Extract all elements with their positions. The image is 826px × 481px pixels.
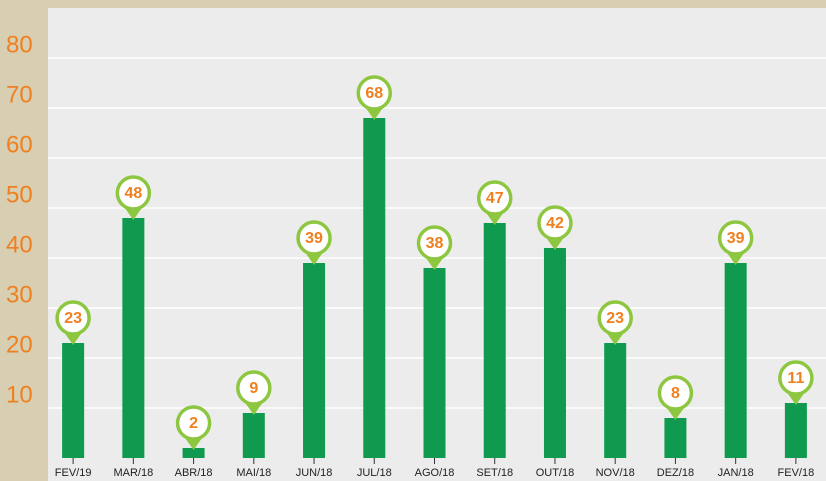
y-tick-label: 70 — [6, 81, 33, 108]
value-label: 2 — [189, 415, 198, 432]
bar — [483, 223, 506, 458]
x-tick-label: JUL/18 — [357, 467, 392, 479]
x-tick-label: OUT/18 — [536, 467, 575, 479]
value-label: 47 — [486, 190, 504, 207]
y-tick-label: 80 — [6, 31, 33, 58]
x-tick-label: ABR/18 — [175, 467, 213, 479]
marker-circle — [416, 225, 453, 261]
bar — [363, 118, 386, 458]
x-tick-label: SET/18 — [476, 467, 513, 479]
y-tick-label: 50 — [6, 181, 33, 208]
value-label: 68 — [365, 85, 383, 102]
bar — [62, 343, 85, 458]
marker-circle — [115, 175, 152, 211]
y-tick-label: 30 — [6, 281, 33, 308]
value-label: 11 — [787, 370, 804, 387]
bar — [182, 448, 205, 458]
x-tick-label: JAN/18 — [718, 467, 754, 479]
x-tick-label: MAI/18 — [236, 467, 271, 479]
marker-circle — [717, 220, 754, 256]
marker-circle — [296, 220, 332, 256]
x-tick-label: FEV/19 — [55, 467, 92, 479]
y-tick-label: 20 — [6, 331, 33, 358]
value-label: 23 — [64, 310, 82, 327]
y-tick-label: 10 — [6, 381, 33, 408]
bar — [604, 343, 627, 458]
bar — [242, 413, 265, 458]
bar — [303, 263, 326, 458]
marker-circle — [356, 75, 393, 111]
y-tick-label: 40 — [6, 231, 33, 258]
bar — [122, 218, 145, 458]
x-tick-label: AGO/18 — [415, 467, 455, 479]
value-label: 39 — [305, 230, 323, 247]
bar — [784, 403, 807, 458]
value-label: 8 — [671, 385, 680, 402]
marker-circle — [55, 300, 91, 336]
value-label: 39 — [727, 230, 745, 247]
bar — [724, 263, 747, 458]
x-tick-label: DEZ/18 — [657, 467, 694, 479]
marker-circle — [597, 300, 633, 336]
y-tick-label: 60 — [6, 131, 33, 158]
value-label: 42 — [546, 215, 564, 232]
marker-circle — [175, 405, 212, 441]
x-tick-label: JUN/18 — [296, 467, 333, 479]
value-label: 23 — [606, 310, 624, 327]
value-label: 38 — [426, 235, 444, 252]
bar — [543, 248, 566, 458]
bar — [664, 418, 687, 458]
marker-circle — [476, 180, 513, 216]
value-label: 9 — [249, 380, 258, 397]
marker-circle — [236, 370, 272, 406]
x-tick-label: FEV/18 — [778, 467, 815, 479]
value-label: 48 — [124, 185, 142, 202]
marker-circle — [537, 205, 573, 241]
x-tick-label: NOV/18 — [596, 467, 635, 479]
marker-circle — [778, 360, 814, 396]
bar — [423, 268, 446, 458]
marker-circle — [657, 375, 694, 411]
x-tick-label: MAR/18 — [113, 467, 153, 479]
